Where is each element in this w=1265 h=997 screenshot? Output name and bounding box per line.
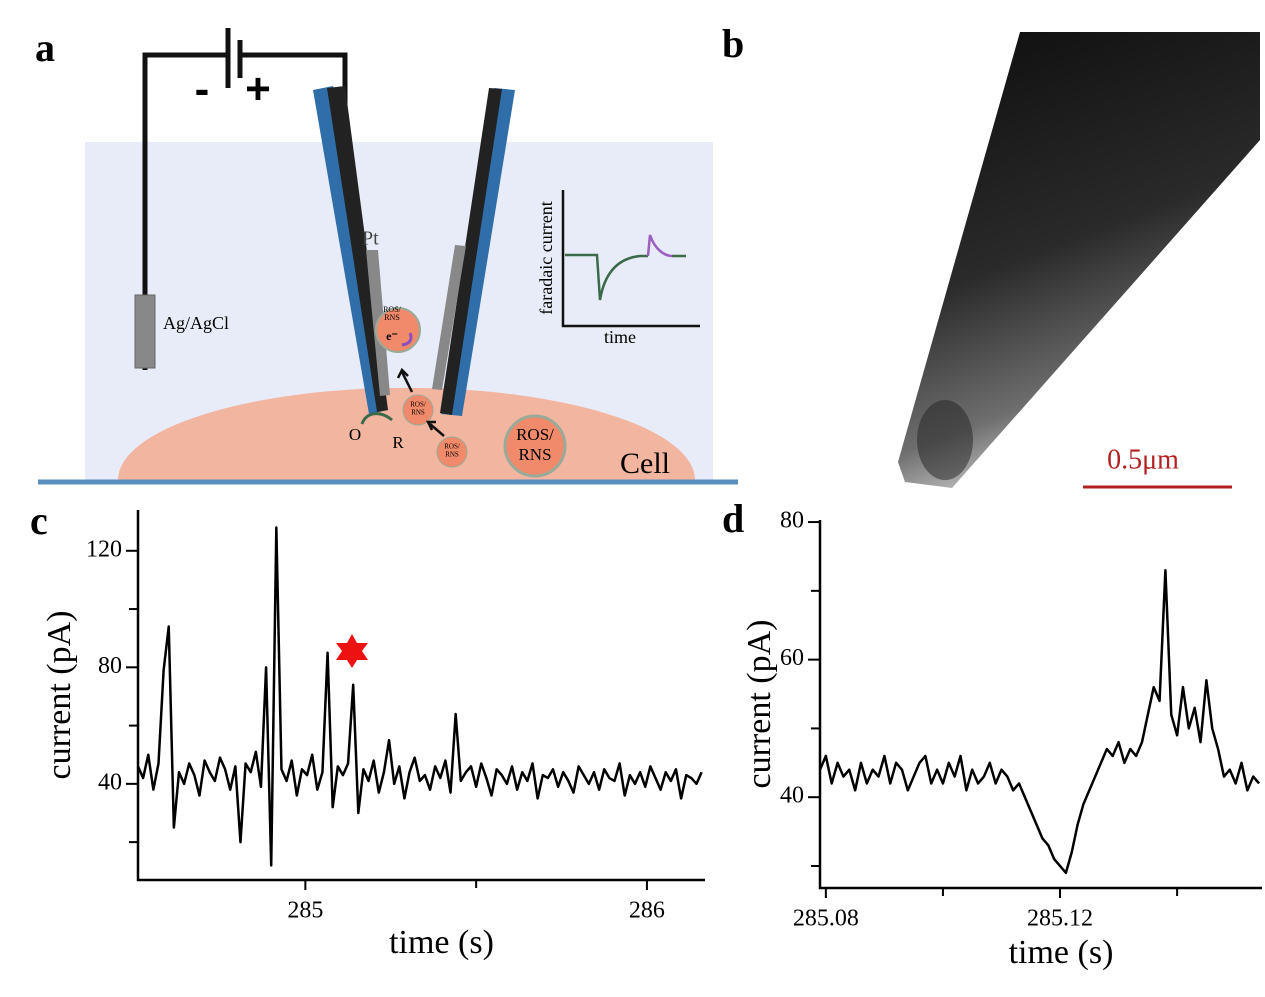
- pt-label: Pt: [362, 228, 379, 250]
- reference-electrode: [134, 294, 156, 369]
- y-tick-label: 120: [86, 536, 122, 562]
- y-tick-label: 80: [780, 508, 804, 534]
- species-label: ROS/: [410, 401, 426, 409]
- oxidized-label: O: [349, 425, 361, 444]
- species: [503, 414, 567, 478]
- nanopipette-image: [898, 32, 1260, 488]
- x-tick-label: 285.08: [793, 906, 859, 932]
- redox-arrow: [360, 412, 393, 425]
- y-tick-label: 40: [780, 783, 804, 809]
- y-tick-label: 40: [98, 769, 122, 795]
- reduced-label: R: [392, 433, 404, 452]
- species-label: RNS: [411, 409, 425, 417]
- data-line: [136, 526, 703, 867]
- arrow: [396, 367, 445, 437]
- species-label: ROS/: [383, 305, 402, 314]
- x-tick-label: 286: [629, 898, 665, 924]
- x-axis-title: time (s): [389, 924, 494, 961]
- panel-label: c: [30, 498, 48, 543]
- axes: [818, 520, 1262, 890]
- schematic: - + Ag/AgCl Pt ROS/ RNS e⁻ ROS/ RNS ROS/…: [38, 28, 738, 485]
- micrograph: 0.5μm: [898, 32, 1260, 489]
- species: [402, 394, 434, 426]
- pt-film: [432, 245, 466, 390]
- event-marker: [336, 634, 368, 668]
- inset-axes: [561, 190, 700, 328]
- y-tick-label: 60: [780, 645, 804, 671]
- species-label: RNS: [384, 313, 400, 322]
- electron-arrow: [401, 332, 413, 347]
- species-label: RNS: [518, 445, 551, 464]
- y-axis-title: current (pA): [741, 620, 778, 789]
- scale-label: 0.5μm: [1107, 444, 1179, 475]
- cell-label: Cell: [620, 447, 670, 480]
- species-label: RNS: [445, 451, 459, 459]
- x-axis-title: time (s): [1009, 934, 1114, 971]
- inset-x-label: time: [604, 327, 636, 347]
- battery-plus: +: [245, 65, 271, 114]
- particles: [917, 400, 973, 480]
- inset-y-label: faradaic current: [536, 201, 556, 314]
- panel-label: d: [722, 496, 744, 541]
- pipette-wall: [327, 86, 388, 412]
- panel-label: a: [35, 25, 55, 70]
- x-tick-label: 285.12: [1027, 906, 1093, 932]
- x-tick-label: 285: [287, 898, 323, 924]
- panel-label: b: [722, 21, 744, 66]
- inset-curve: [646, 234, 673, 258]
- pipette-wall: [440, 88, 502, 415]
- y-tick-label: 80: [98, 653, 122, 679]
- species: [436, 436, 468, 468]
- species-label: ROS/: [516, 425, 554, 444]
- inset-curve: [565, 253, 648, 301]
- axes: [136, 510, 705, 882]
- y-axis-title: current (pA): [41, 611, 78, 780]
- reference-label: Ag/AgCl: [163, 313, 229, 333]
- data-line: [818, 568, 1261, 875]
- electron: e⁻: [386, 329, 398, 343]
- battery-minus: -: [195, 65, 210, 114]
- species-label: ROS/: [444, 443, 460, 451]
